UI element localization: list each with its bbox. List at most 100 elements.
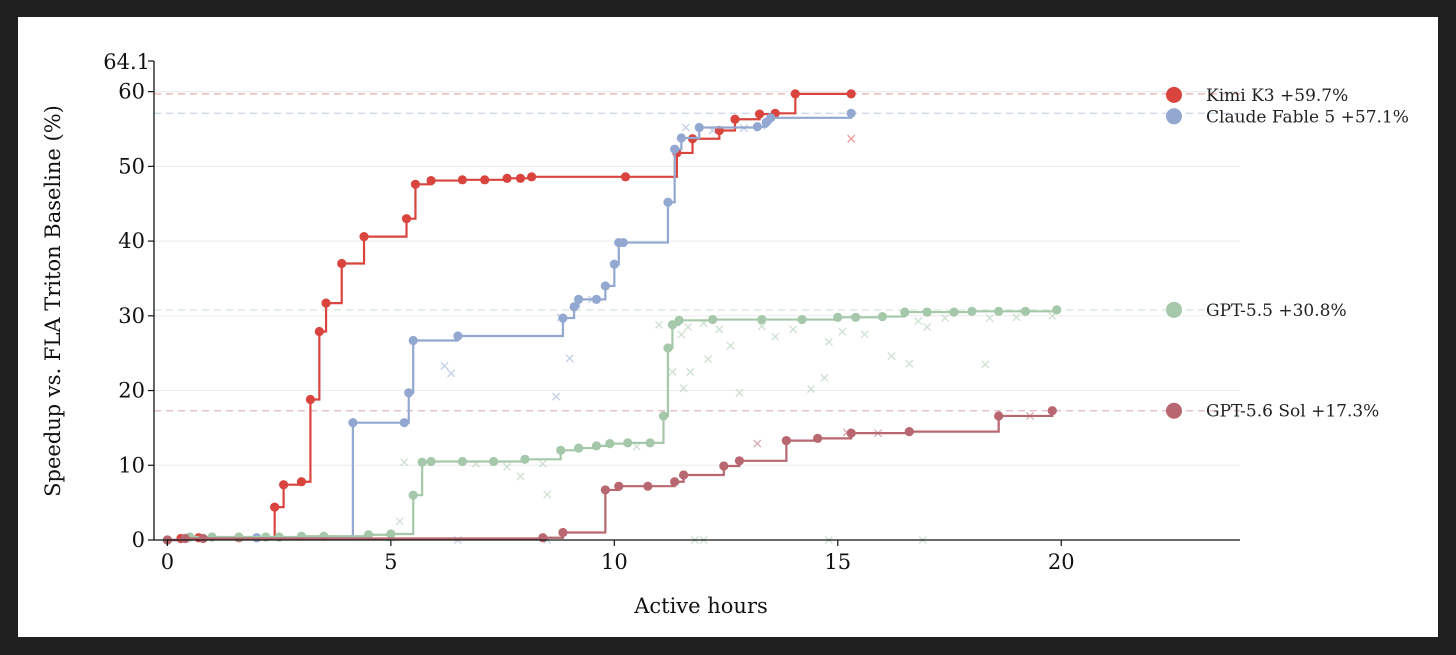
- series-3-attempt-marker-0: [753, 439, 762, 448]
- series-3-point-6: [614, 481, 624, 491]
- series-2-attempt-marker-6: [543, 490, 552, 499]
- series-3-legend-label: GPT-5.6 Sol +17.3%: [1206, 402, 1379, 422]
- series-1-point-9: [569, 302, 579, 312]
- series-0-point-24: [730, 114, 740, 124]
- series-1-attempt-marker-6: [447, 369, 456, 378]
- series-2-legend-label: GPT-5.5 +30.8%: [1206, 301, 1347, 321]
- y-tick-label-60: 60: [118, 80, 145, 104]
- series-0-point-18: [515, 173, 526, 183]
- series-2-attempt-marker-5: [538, 459, 547, 468]
- series-3-point-3: [538, 533, 548, 543]
- series-3-step-line: [167, 410, 1054, 542]
- series-2-point-22: [658, 411, 669, 421]
- series-2-attempt-marker-22: [806, 384, 816, 394]
- series-2-point-28: [797, 314, 807, 325]
- series-2-point-8: [363, 530, 374, 540]
- series-1-attempt-marker-4: [552, 392, 561, 401]
- series-2-attempt-marker-34: [1012, 313, 1021, 322]
- series-1-point-22: [766, 113, 776, 123]
- series-1-point-20: [752, 122, 762, 132]
- x-tick-label-5: 5: [384, 550, 397, 574]
- series-2-point-25: [674, 315, 684, 325]
- series-1-point-7: [453, 331, 463, 341]
- series-1-legend-swatch: [1166, 108, 1182, 125]
- series-2-point-31: [877, 311, 888, 322]
- series-2-attempt-marker-24: [824, 337, 833, 347]
- series-2-attempt-marker-4: [516, 472, 525, 481]
- series-2-point-9: [386, 529, 396, 539]
- y-ticks: 0 10 20 30 40 50 60: [118, 60, 154, 552]
- series-3-legend-swatch: [1166, 402, 1182, 419]
- y-tick-label-40: 40: [118, 229, 145, 253]
- x-tick-label-0: 0: [161, 550, 174, 574]
- series-2-point-18: [591, 441, 602, 451]
- series-1-attempt-marker-9: [681, 123, 690, 132]
- series-2-point-30: [851, 312, 861, 322]
- series-1-point-6: [408, 335, 418, 346]
- series-2-attempt-marker-29: [914, 316, 923, 326]
- series-2-point-27: [757, 314, 767, 325]
- series-2-attempt-marker-0: [400, 458, 409, 467]
- series-0-point-17: [502, 173, 512, 183]
- series-2-attempt-marker-30: [923, 322, 932, 332]
- series-1-point-13: [609, 259, 619, 269]
- series-3-point-17: [1047, 406, 1057, 416]
- series-3-point-16: [994, 411, 1004, 421]
- series-2-point-12: [426, 456, 436, 467]
- series-3-point-13: [813, 433, 823, 443]
- series-0-point-11: [359, 232, 369, 242]
- series-0-legend-label: Kimi K3 +59.7%: [1206, 86, 1348, 106]
- series-2-attempt-marker-13: [686, 367, 695, 376]
- series-2-group: [162, 305, 1062, 545]
- series-3-point-4: [558, 527, 568, 538]
- series-0-legend-swatch: [1166, 86, 1182, 103]
- series-2-attempt-marker-25: [838, 327, 847, 336]
- series-1-point-18: [676, 133, 686, 143]
- series-0-point-10: [337, 258, 347, 269]
- series-3-point-14: [846, 428, 856, 438]
- series-0-point-13: [410, 179, 421, 189]
- series-2-attempt-marker-12: [684, 322, 693, 332]
- series-0-point-28: [846, 89, 856, 99]
- series-2-point-20: [623, 438, 633, 448]
- series-3-point-9: [678, 470, 689, 480]
- y-top-label: 64.1: [103, 50, 150, 74]
- x-ticks: 0 5 10 15 20: [161, 540, 1075, 574]
- series-2-attempt-marker-19: [757, 322, 766, 331]
- series-2-attempt-marker-26: [860, 330, 869, 339]
- series-0-point-9: [321, 298, 331, 308]
- series-2-point-32: [900, 307, 910, 317]
- series-2-legend-swatch: [1166, 301, 1182, 318]
- y-tick-label-0: 0: [132, 528, 145, 552]
- x-axis-label: Active hours: [633, 594, 768, 618]
- series-2-point-19: [605, 439, 615, 449]
- series-2-point-33: [922, 307, 932, 317]
- series-1-point-11: [591, 294, 602, 304]
- series-2-point-37: [1020, 306, 1031, 316]
- series-2-attempt-marker-1: [395, 517, 404, 526]
- series-1-point-4: [399, 418, 409, 428]
- series-2-point-15: [520, 454, 530, 464]
- series-0-point-16: [480, 175, 490, 185]
- series-2-point-13: [457, 456, 467, 467]
- y-tick-label-20: 20: [118, 379, 145, 403]
- series-3-group: [162, 406, 1057, 545]
- series-2-point-38: [1052, 305, 1062, 315]
- series-2-attempt-marker-20: [771, 332, 780, 341]
- y-tick-label-10: 10: [118, 453, 145, 477]
- series-layer: [162, 89, 1062, 545]
- series-0-step-line: [167, 92, 852, 542]
- series-2-attempt-marker-28: [905, 359, 914, 368]
- series-1-point-3: [348, 418, 358, 428]
- series-1-point-19: [694, 122, 704, 133]
- final-value-reference-lines: [154, 93, 1240, 412]
- series-3-point-10: [719, 461, 729, 471]
- series-2-attempt-marker-27: [887, 352, 896, 361]
- series-2-step-line: [167, 309, 1058, 542]
- series-2-attempt-marker-32: [981, 360, 990, 369]
- series-2-attempt-marker-9: [668, 367, 677, 376]
- series-0-point-6: [296, 477, 307, 487]
- series-3-point-5: [600, 485, 610, 495]
- series-0-attempt-marker-0: [847, 134, 856, 143]
- series-2-attempt-marker-8: [654, 320, 664, 329]
